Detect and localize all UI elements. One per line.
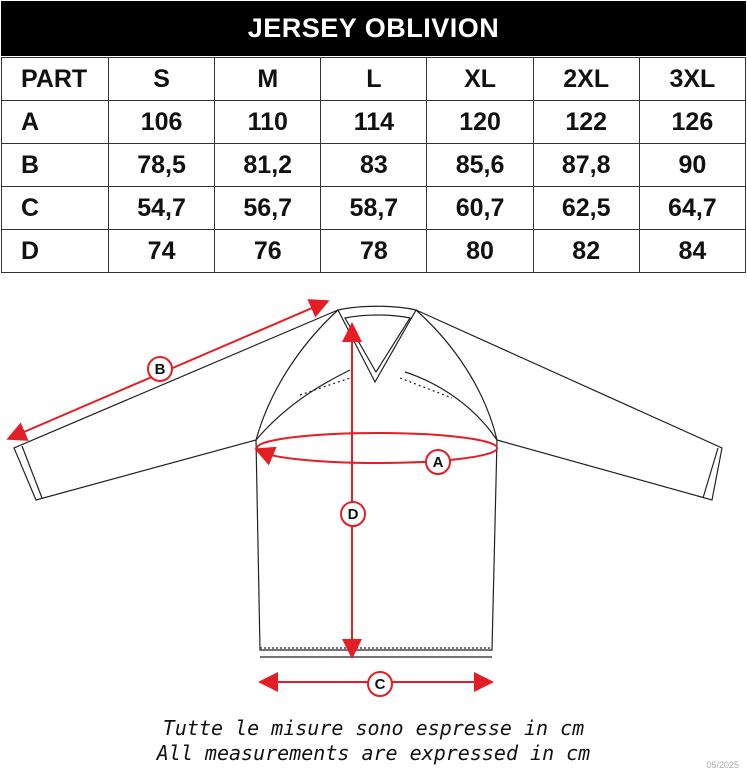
label-b-badge	[147, 356, 173, 382]
table-cell: 78	[320, 229, 428, 273]
label-c-badge	[367, 671, 393, 697]
table-cell: A	[1, 100, 109, 144]
measure-a-ellipse	[256, 432, 498, 464]
table-cell: 74	[107, 229, 216, 273]
header-cell: 2XL	[532, 57, 640, 101]
table-cell: 122	[532, 100, 640, 144]
header-cell: PART	[1, 57, 109, 101]
header-cell: M	[214, 57, 322, 101]
label-c: C	[375, 676, 386, 693]
table-cell: 82	[532, 229, 640, 273]
note-english: All measurements are expressed in cm	[156, 741, 591, 765]
size-table: PART S M L XL 2XL 3XL A 106 110 114 120 122 126 B 78,5 8…	[1, 57, 747, 273]
table-row: C 54,7 56,7 58,7 60,7 62,5 64,7	[1, 186, 747, 230]
measure-lines	[6, 299, 498, 692]
table-cell: 78,5	[107, 143, 216, 187]
label-b: B	[155, 361, 166, 378]
table-cell: 60,7	[426, 186, 534, 230]
table-cell: 81,2	[214, 143, 322, 187]
label-a-badge	[425, 449, 451, 475]
table-cell: 87,8	[532, 143, 640, 187]
label-d: D	[348, 506, 359, 523]
date-label: 05/2025	[706, 760, 739, 770]
table-cell: 120	[426, 100, 534, 144]
table-cell: 83	[320, 143, 428, 187]
table-cell: 80	[426, 229, 534, 273]
table-row: D 74 76 78 80 82 84	[1, 229, 747, 273]
table-cell: D	[1, 229, 109, 273]
header-cell: XL	[426, 57, 534, 101]
table-cell: 58,7	[320, 186, 428, 230]
note-italian: Tutte le misure sono espresse in cm	[162, 716, 585, 740]
table-cell: 76	[214, 229, 322, 273]
label-d-badge	[340, 501, 366, 527]
table-cell: 114	[320, 100, 428, 144]
label-a: A	[433, 454, 444, 471]
table-cell: 54,7	[107, 186, 216, 230]
table-cell: 84	[638, 229, 747, 273]
jersey-outline	[13, 305, 723, 658]
header-cell: 3XL	[638, 57, 747, 101]
table-row: A 106 110 114 120 122 126	[1, 100, 747, 144]
jersey-diagram: B A D C	[6, 299, 723, 697]
table-cell: B	[1, 143, 109, 187]
table-row: B 78,5 81,2 83 85,6 87,8 90	[1, 143, 747, 187]
header-cell: S	[107, 57, 216, 101]
table-cell: 106	[107, 100, 216, 144]
table-cell: 126	[638, 100, 747, 144]
header-cell: L	[320, 57, 428, 101]
table-cell: 56,7	[214, 186, 322, 230]
chart-title: JERSEY OBLIVION	[1, 1, 746, 56]
table-cell: C	[1, 186, 109, 230]
table-cell: 110	[214, 100, 322, 144]
table-cell: 64,7	[638, 186, 747, 230]
header-row: PART S M L XL 2XL 3XL	[1, 57, 747, 101]
table-cell: 85,6	[426, 143, 534, 187]
table-cell: 90	[638, 143, 747, 187]
table-cell: 62,5	[532, 186, 640, 230]
